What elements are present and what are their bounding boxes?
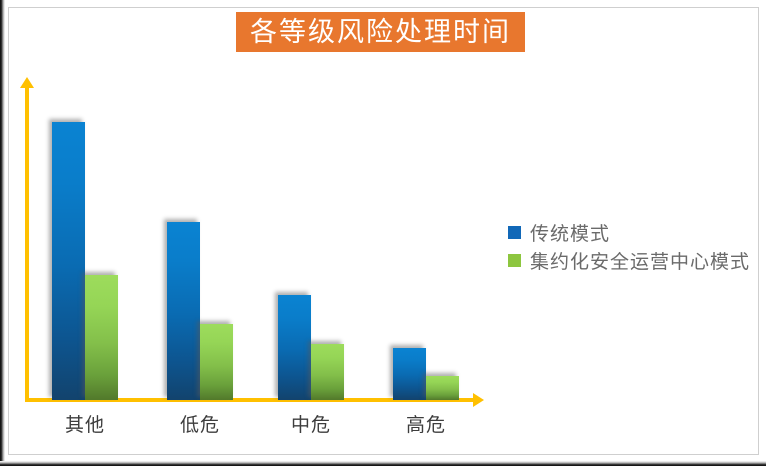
bar-中危-传统模式[interactable]	[278, 295, 311, 400]
bar-高危-集约化安全运营中心模式[interactable]	[426, 376, 459, 400]
x-axis-tick-label: 高危	[405, 415, 446, 436]
chart-legend: 传统模式 集约化安全运营中心模式	[508, 218, 758, 274]
legend-item-series-1[interactable]: 集约化安全运营中心模式	[508, 246, 758, 274]
slide-inner-border	[8, 7, 759, 455]
x-axis-arrow-icon	[473, 393, 484, 407]
y-axis-arrow-icon	[20, 77, 34, 88]
y-axis-line	[25, 86, 29, 402]
legend-swatch-icon	[508, 253, 521, 267]
bar-其他-集约化安全运营中心模式[interactable]	[85, 275, 118, 400]
legend-item-label: 传统模式	[530, 223, 611, 245]
slide-edge-shadow-left	[0, 0, 5, 466]
x-axis-tick-label: 其他	[64, 415, 105, 436]
x-axis-tick-label: 低危	[179, 415, 220, 436]
x-axis-tick-label: 中危	[290, 415, 331, 436]
chart-title: 各等级风险处理时间	[236, 12, 525, 52]
x-axis-line	[25, 398, 477, 402]
bar-低危-传统模式[interactable]	[167, 222, 200, 400]
bar-中危-集约化安全运营中心模式[interactable]	[311, 344, 344, 400]
legend-item-series-0[interactable]: 传统模式	[508, 218, 758, 246]
bar-其他-传统模式[interactable]	[52, 122, 85, 400]
bar-低危-集约化安全运营中心模式[interactable]	[200, 324, 233, 400]
legend-swatch-icon	[508, 225, 521, 239]
bar-高危-传统模式[interactable]	[393, 348, 426, 400]
legend-item-label: 集约化安全运营中心模式	[530, 251, 751, 273]
slide-edge-shadow-bottom	[0, 461, 766, 466]
